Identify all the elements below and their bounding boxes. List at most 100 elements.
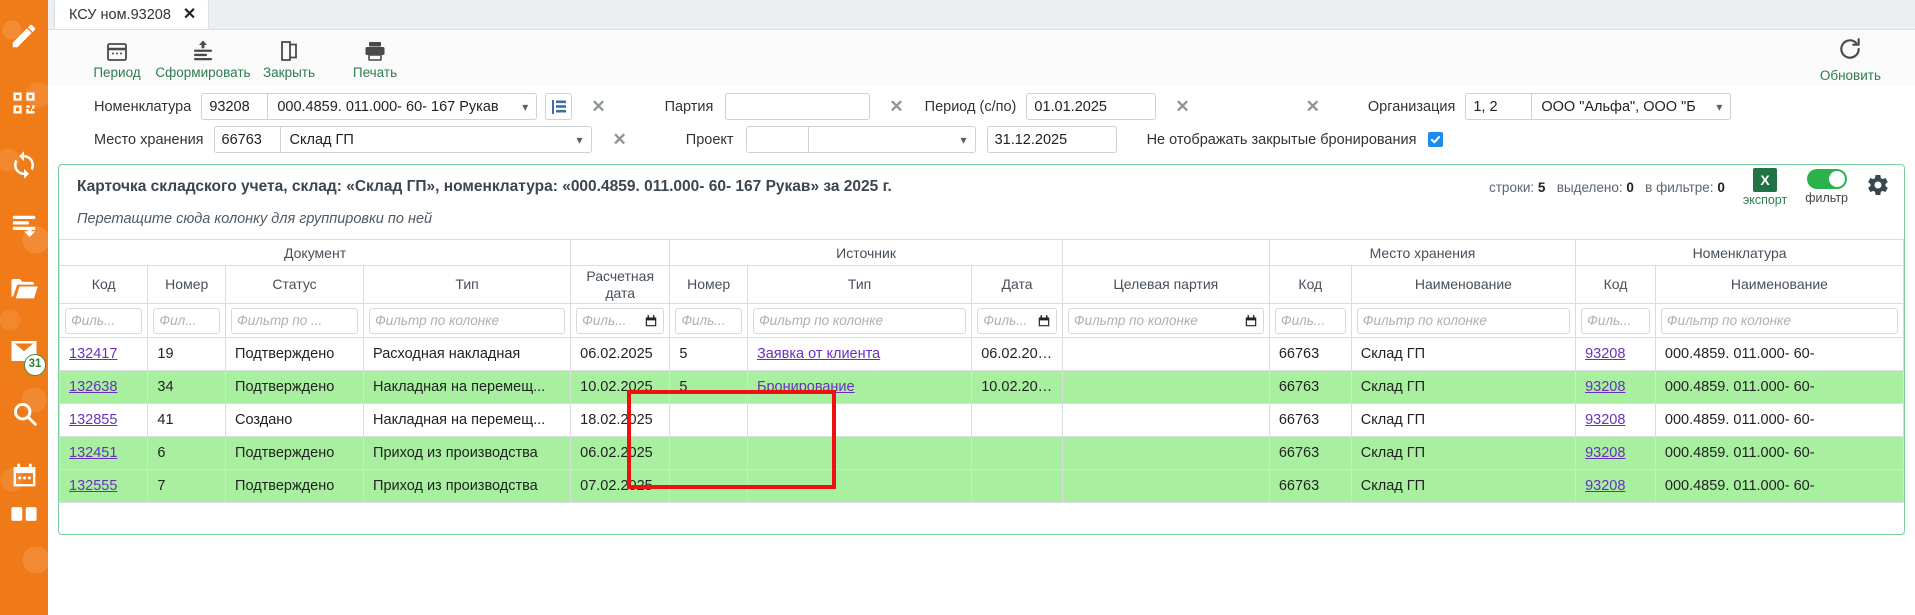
column-filter-input-stor_code[interactable]: Филь... bbox=[1274, 307, 1346, 334]
link-nom_code[interactable]: 93208 bbox=[1585, 412, 1626, 428]
column-filter-input-src_date[interactable]: Филь... bbox=[977, 307, 1057, 334]
column-filter-input-stor_name[interactable]: Фильтр по колонке bbox=[1356, 307, 1571, 334]
sync-icon[interactable] bbox=[0, 134, 48, 196]
party-input[interactable] bbox=[725, 93, 871, 120]
table-row[interactable]: 132417 19 Подтверждено Расходная накладная 0… bbox=[59, 337, 1904, 371]
column-filter-cell-doc_type[interactable]: Фильтр по колонке bbox=[363, 303, 572, 338]
project-name-select[interactable]: ▾ bbox=[807, 126, 976, 153]
generate-button[interactable]: Сформировать bbox=[155, 39, 251, 80]
column-filter-input-doc_status[interactable]: Фильтр по ... bbox=[231, 307, 359, 334]
close-button[interactable]: Закрыть bbox=[246, 39, 332, 80]
link-doc_code[interactable]: 132451 bbox=[69, 445, 118, 461]
refresh-button[interactable]: Обновить bbox=[1820, 36, 1897, 83]
column-filter-input-src_type[interactable]: Фильтр по колонке bbox=[752, 307, 967, 334]
tab-ksu-93208[interactable]: КСУ ном.93208 ✕ bbox=[54, 0, 210, 29]
period-to-input[interactable] bbox=[986, 126, 1117, 153]
link-nom_code[interactable]: 93208 bbox=[1585, 445, 1626, 461]
column-header-nom-code[interactable]: Код bbox=[1575, 265, 1656, 304]
mail-icon[interactable]: 31 bbox=[0, 320, 48, 382]
column-header-doc-type[interactable]: Тип bbox=[363, 265, 572, 304]
column-filter-input-target_party[interactable]: Фильтр по колонке bbox=[1067, 307, 1264, 334]
calendar-icon[interactable] bbox=[1037, 314, 1051, 328]
period-from-clear-button[interactable]: ✕ bbox=[1175, 97, 1190, 116]
column-header-stor-code[interactable]: Код bbox=[1268, 265, 1352, 304]
filter-toggle[interactable]: фильтр bbox=[1805, 169, 1848, 205]
print-button[interactable]: Печать bbox=[332, 39, 418, 80]
nomenclature-name-select[interactable]: 000.4859. 011.000- 60- 167 Рукав ▾ bbox=[267, 93, 538, 120]
table-row[interactable]: 132638 34 Подтверждено Накладная на перемещ… bbox=[59, 370, 1904, 404]
storage-code-input[interactable] bbox=[213, 126, 280, 153]
calendar-icon[interactable] bbox=[644, 314, 658, 328]
folder-icon[interactable] bbox=[0, 258, 48, 320]
column-filter-input-src_num[interactable]: Филь... bbox=[675, 307, 742, 334]
storage-name-select[interactable]: Склад ГП ▾ bbox=[279, 126, 592, 153]
column-header-src-num[interactable]: Номер bbox=[669, 265, 748, 304]
column-filter-input-doc_type[interactable]: Фильтр по колонке bbox=[369, 307, 566, 334]
hide-closed-checkbox[interactable] bbox=[1428, 132, 1444, 147]
column-filter-cell-stor_code[interactable]: Филь... bbox=[1268, 303, 1352, 338]
column-filter-cell-calc_date[interactable]: Филь... bbox=[570, 303, 671, 338]
toggle-switch-icon[interactable] bbox=[1806, 169, 1847, 189]
link-nom_code[interactable]: 93208 bbox=[1585, 379, 1626, 395]
search-icon[interactable] bbox=[0, 382, 48, 444]
column-filter-input-nom_code[interactable]: Филь... bbox=[1581, 307, 1650, 334]
settings-button[interactable] bbox=[1866, 173, 1890, 201]
column-header-doc-status[interactable]: Статус bbox=[225, 265, 365, 304]
column-filter-input-doc_num[interactable]: Фил... bbox=[153, 307, 221, 334]
import-list-icon[interactable] bbox=[0, 196, 48, 258]
organization-name-select[interactable]: ООО "Альфа", ООО "Б ▾ bbox=[1531, 93, 1732, 120]
column-header-src-type[interactable]: Тип bbox=[746, 265, 973, 304]
column-filter-cell-src_date[interactable]: Филь... bbox=[971, 303, 1063, 338]
qr-code-icon[interactable] bbox=[0, 72, 48, 134]
column-header-doc-code[interactable]: Код bbox=[59, 265, 149, 304]
calendar-icon[interactable] bbox=[0, 444, 48, 506]
column-filter-input-nom_name[interactable]: Фильтр по колонке bbox=[1660, 307, 1898, 334]
period-from-input[interactable] bbox=[1026, 93, 1157, 120]
organization-code-input[interactable] bbox=[1465, 93, 1532, 120]
column-header-nom-name[interactable]: Наименование bbox=[1654, 265, 1904, 304]
link-src-type[interactable]: Заявка от клиента bbox=[756, 346, 881, 362]
column-filter-cell-nom_name[interactable]: Фильтр по колонке bbox=[1654, 303, 1904, 338]
column-filter-cell-nom_code[interactable]: Филь... bbox=[1575, 303, 1656, 338]
project-code-input[interactable] bbox=[745, 126, 808, 153]
organization-combo[interactable]: ООО "Альфа", ООО "Б ▾ bbox=[1465, 93, 1732, 120]
table-row[interactable]: 132855 41 Создано Накладная на перемещ... 18… bbox=[59, 403, 1904, 437]
group-drop-hint[interactable]: Перетащите сюда колонку для группировки … bbox=[77, 211, 433, 227]
column-header-calc-date[interactable]: Расчетная дата bbox=[570, 265, 671, 304]
column-filter-cell-doc_code[interactable]: Филь... bbox=[59, 303, 149, 338]
link-nom_code[interactable]: 93208 bbox=[1585, 346, 1626, 362]
nomenclature-clear-button[interactable]: ✕ bbox=[591, 97, 606, 116]
export-button[interactable]: X экспорт bbox=[1743, 167, 1787, 207]
pencil-icon[interactable] bbox=[0, 0, 48, 72]
table-row[interactable]: 132451 6 Подтверждено Приход из производств… bbox=[59, 436, 1904, 470]
apps-grid-icon[interactable] bbox=[0, 506, 48, 532]
table-row[interactable]: 132555 7 Подтверждено Приход из производств… bbox=[59, 469, 1904, 503]
column-filter-cell-src_type[interactable]: Фильтр по колонке bbox=[746, 303, 973, 338]
storage-clear-button[interactable]: ✕ bbox=[612, 130, 627, 149]
column-filter-input-doc_code[interactable]: Филь... bbox=[65, 307, 143, 334]
column-header-stor-name[interactable]: Наименование bbox=[1350, 265, 1577, 304]
close-icon[interactable]: ✕ bbox=[182, 5, 197, 23]
column-header-doc-num[interactable]: Номер bbox=[147, 265, 227, 304]
period-clear-button[interactable]: ✕ bbox=[1305, 97, 1320, 116]
link-src-type[interactable]: Бронирование bbox=[756, 379, 855, 395]
period-button[interactable]: Период bbox=[74, 39, 160, 80]
party-clear-button[interactable]: ✕ bbox=[889, 97, 904, 116]
link-nom_code[interactable]: 93208 bbox=[1585, 478, 1626, 494]
column-filter-cell-src_num[interactable]: Филь... bbox=[669, 303, 748, 338]
link-doc_code[interactable]: 132638 bbox=[69, 379, 118, 395]
project-combo[interactable]: ▾ bbox=[745, 126, 976, 153]
link-doc_code[interactable]: 132417 bbox=[69, 346, 118, 362]
storage-combo[interactable]: Склад ГП ▾ bbox=[213, 126, 592, 153]
column-header-target-party[interactable]: Целевая партия bbox=[1061, 265, 1270, 304]
link-doc_code[interactable]: 132855 bbox=[69, 412, 118, 428]
column-filter-input-calc_date[interactable]: Филь... bbox=[576, 307, 665, 334]
column-filter-cell-target_party[interactable]: Фильтр по колонке bbox=[1061, 303, 1270, 338]
nomenclature-code-input[interactable] bbox=[201, 93, 268, 120]
nomenclature-combo[interactable]: 000.4859. 011.000- 60- 167 Рукав ▾ bbox=[201, 93, 538, 120]
column-filter-cell-doc_num[interactable]: Фил... bbox=[147, 303, 227, 338]
column-filter-cell-doc_status[interactable]: Фильтр по ... bbox=[225, 303, 365, 338]
column-filter-cell-stor_name[interactable]: Фильтр по колонке bbox=[1350, 303, 1577, 338]
nomenclature-tree-button[interactable] bbox=[545, 93, 573, 120]
link-doc_code[interactable]: 132555 bbox=[69, 478, 118, 494]
